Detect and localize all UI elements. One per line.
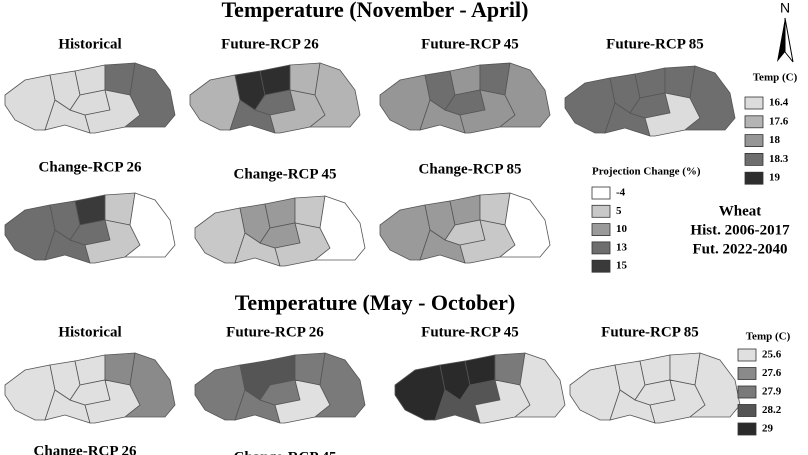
legend-swatch xyxy=(744,134,764,148)
district xyxy=(683,65,736,131)
legend-label: 17.6 xyxy=(769,115,789,127)
map-title: Historical xyxy=(58,324,121,340)
north-label: N xyxy=(780,0,790,16)
map-title: Future-RCP 85 xyxy=(601,324,699,340)
district xyxy=(123,62,176,128)
legend-label: 27.6 xyxy=(762,367,782,379)
legend-swatch xyxy=(744,152,764,166)
legend-swatch xyxy=(737,348,757,362)
district xyxy=(313,352,366,418)
district xyxy=(688,352,741,418)
arrow-right xyxy=(784,17,794,63)
map-title: Future-RCP 45 xyxy=(421,36,519,52)
section-title: Temperature (November - April) xyxy=(222,0,529,22)
fut-period: Fut. 2022-2040 xyxy=(693,241,788,257)
legend-label: 19 xyxy=(769,172,781,184)
district xyxy=(308,62,361,128)
legend-swatch xyxy=(591,186,611,200)
district xyxy=(498,192,551,258)
map-title: Change-RCP 85 xyxy=(419,161,522,177)
legend-label: -4 xyxy=(616,187,626,199)
legend-swatch xyxy=(744,171,764,185)
legend-swatch xyxy=(591,241,611,255)
legend-swatch xyxy=(591,223,611,237)
section-title: Temperature (May - October) xyxy=(235,290,515,315)
legend-label: 28.2 xyxy=(762,404,782,416)
map xyxy=(194,195,366,267)
district xyxy=(123,192,176,258)
legend-swatch xyxy=(591,259,611,273)
legend-title: Projection Change (%) xyxy=(592,166,701,178)
district xyxy=(313,195,366,261)
district xyxy=(498,62,551,128)
north-arrow: N xyxy=(777,0,794,63)
legend-label: 27.9 xyxy=(762,386,782,398)
legend-swatch xyxy=(737,367,757,380)
map-title: Future-RCP 85 xyxy=(606,36,704,52)
map xyxy=(569,352,741,424)
map xyxy=(4,192,176,264)
legend-swatch xyxy=(744,96,764,110)
legend-swatch xyxy=(737,422,757,436)
legend-swatch xyxy=(737,404,757,417)
district xyxy=(513,352,566,418)
legend-title: Temp (C) xyxy=(746,331,791,343)
map xyxy=(189,62,361,134)
legend-label: 16.4 xyxy=(769,97,789,109)
map xyxy=(379,62,551,134)
hist-period: Hist. 2006-2017 xyxy=(690,222,790,238)
legend-label: 18 xyxy=(769,134,781,146)
map-title: Change-RCP 45 xyxy=(234,166,337,182)
legend-label: 5 xyxy=(616,205,622,217)
map-title: Future-RCP 45 xyxy=(421,324,519,340)
map-title: Future-RCP 26 xyxy=(221,36,319,52)
map-title: Historical xyxy=(58,36,121,52)
legend-label: 18.3 xyxy=(769,153,789,165)
legend-swatch xyxy=(737,385,757,399)
legend-swatch xyxy=(744,115,764,129)
map xyxy=(379,192,551,264)
map-title: Future-RCP 26 xyxy=(226,324,324,340)
legend-label: 25.6 xyxy=(762,349,782,361)
arrow-left xyxy=(777,18,785,62)
map xyxy=(394,352,566,424)
legend-label: 13 xyxy=(616,241,628,253)
map-title: Change-RCP 26 xyxy=(34,443,137,455)
legend-title: Temp (C) xyxy=(753,72,798,84)
map-title: Change-RCP 45 xyxy=(234,449,337,455)
legend-label: 29 xyxy=(762,423,774,435)
district xyxy=(123,352,176,418)
legend-label: 15 xyxy=(616,260,628,272)
map xyxy=(564,65,736,137)
crop-name: Wheat xyxy=(719,203,762,219)
map xyxy=(4,352,176,424)
legend-label: 10 xyxy=(616,223,628,235)
legend-swatch xyxy=(591,204,611,218)
map xyxy=(194,352,366,424)
map xyxy=(4,62,176,134)
map-title: Change-RCP 26 xyxy=(39,159,142,175)
